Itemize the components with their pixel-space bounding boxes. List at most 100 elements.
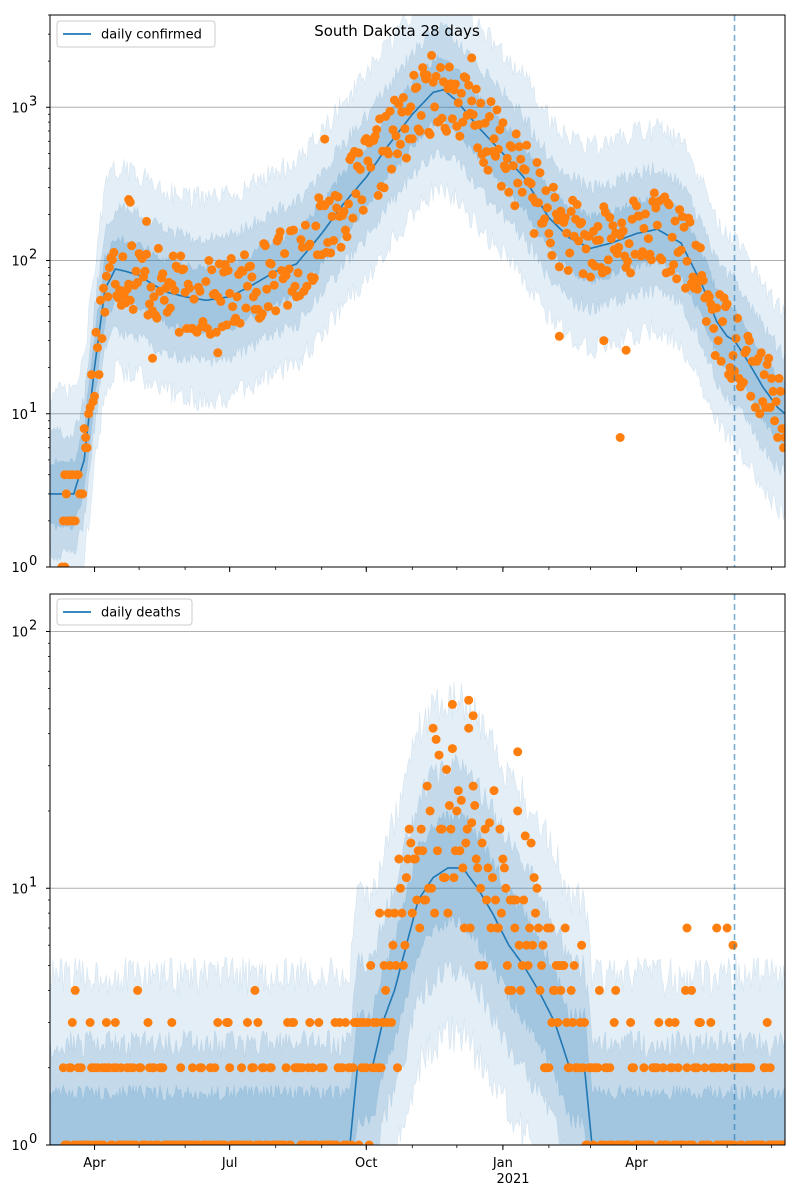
bot-data-point [780,1140,785,1145]
top-data-point [455,131,465,141]
bot-data-point [626,1018,636,1027]
bot-data-point [444,801,454,810]
top-data-point [511,129,521,139]
top-data-point [713,336,723,346]
bot-data-point [67,1018,77,1027]
top-data-point [777,424,785,434]
top-data-point [348,213,358,223]
top-data-point [107,255,117,265]
top-y-tick-exponent: 3 [29,94,37,109]
top-data-point [712,303,722,313]
bot-data-point [639,1063,649,1073]
bot-data-point [537,961,546,970]
top-data-point [246,261,255,271]
bot-data-point [471,854,481,864]
top-data-point [771,397,781,407]
top-data-point [174,327,184,337]
bot-data-point [394,854,404,864]
top-data-point [780,433,785,442]
top-data-point [283,300,293,310]
bot-data-point [477,838,487,848]
top-data-point [456,88,466,98]
bot-data-point [721,1063,731,1073]
bot-data-point [422,781,432,791]
top-data-point [305,239,315,249]
bot-data-point [532,883,542,893]
top-y-tick-label: 10 [11,561,28,576]
top-data-point [676,245,686,255]
top-data-point [366,162,376,172]
bot-data-point [545,923,555,933]
bot-data-point [534,923,543,933]
top-data-point [309,273,319,283]
bot-data-point [566,985,576,995]
top-data-point [125,295,135,305]
top-data-point [704,292,714,302]
top-data-point [336,242,346,252]
bot-data-point [433,846,442,856]
top-data-point [398,93,408,102]
top-data-point [692,284,702,294]
top-data-point [332,203,342,213]
top-data-point [447,114,457,124]
bot-data-point [366,961,376,970]
top-data-point [738,378,748,387]
bot-data-point [673,1063,683,1073]
top-data-point [204,256,214,265]
top-data-point [302,281,312,291]
top-data-point [560,213,570,223]
top-data-point [409,70,419,80]
bot-data-point [250,985,260,995]
bot-data-point [143,1018,153,1027]
bot-data-point [393,1063,402,1073]
top-data-point [526,179,536,189]
bot-data-point [341,1018,350,1027]
bot-data-point [332,1140,342,1145]
top-data-point [741,345,751,355]
top-data-point [82,443,92,453]
bot-data-point [658,1063,668,1073]
bot-data-point [480,824,490,834]
bot-data-point [580,1018,589,1027]
top-data-point [314,193,324,203]
top-data-point [586,272,595,282]
bot-y-tick-exponent: 1 [29,875,37,890]
bot-y-tick-label: 10 [11,626,28,641]
top-data-point [300,220,310,230]
bot-data-point [507,985,517,995]
top-data-point [226,254,236,263]
top-data-point [773,433,783,442]
top-data-point [275,227,285,237]
top-data-point [425,130,435,139]
bot-data-point [346,1140,356,1145]
top-data-point [269,280,279,290]
top-data-point [615,433,625,442]
bot-data-point [513,806,523,816]
bot-data-point [281,1063,291,1073]
bot-data-point [560,923,570,933]
top-data-point [577,218,587,227]
top-data-point [393,149,402,159]
top-data-point [329,236,339,245]
top-data-point [60,562,70,567]
bot-data-point [289,1018,298,1027]
deaths-legend-box [56,598,193,626]
top-data-point [535,168,545,178]
top-data-point [153,243,163,253]
top-data-point [491,151,500,161]
x-tick-label: Apr [625,1156,648,1171]
top-data-point [562,228,572,238]
top-data-point [430,102,440,112]
top-data-point [243,281,252,291]
bot-data-point [428,723,438,733]
top-data-point [415,126,425,136]
top-data-point [355,164,365,174]
bot-data-point [704,1140,714,1145]
bot-data-point [391,961,401,970]
top-data-point [468,110,478,120]
top-data-point [145,299,154,309]
top-data-point [324,196,334,206]
top-data-point [228,302,238,312]
top-data-point [260,241,270,251]
